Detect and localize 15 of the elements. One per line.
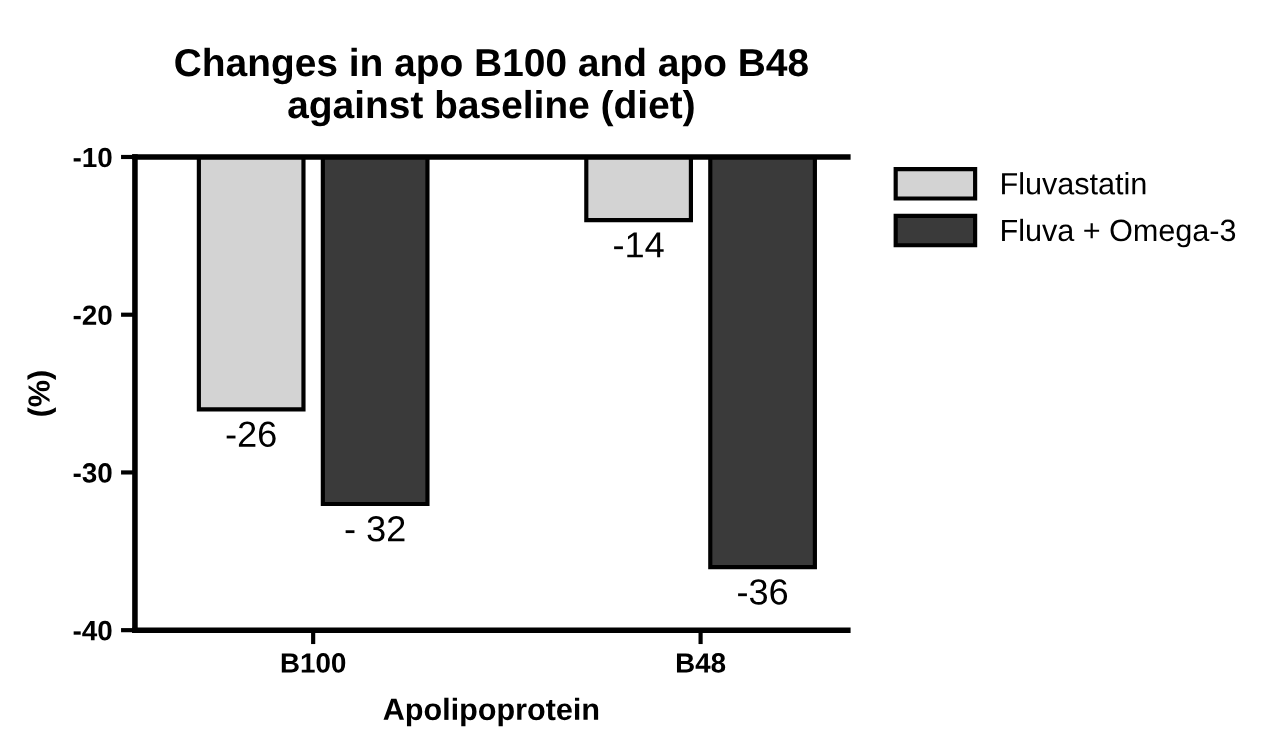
legend-label: Fluva + Omega-3	[1002, 218, 1236, 248]
y-axis-title: (%)	[27, 371, 56, 416]
data-label: -14	[614, 232, 664, 258]
chart-title: Changes in apo B100 and apo B48 against baseline (diet)	[175, 47, 808, 127]
x-tick-label: B48	[676, 653, 726, 673]
data-label: -26	[226, 421, 276, 447]
x-tick-label: B100	[281, 653, 346, 673]
x-axis-title: Apolipoprotein	[383, 697, 599, 727]
y-tick-label: -40	[73, 620, 112, 641]
y-tick-label: -10	[73, 147, 112, 168]
y-tick-label: -20	[73, 305, 112, 326]
legend-label: Fluvastatin	[1002, 172, 1146, 195]
data-label: -36	[738, 579, 788, 605]
y-tick-label: -30	[73, 463, 112, 483]
data-label: - 32	[345, 516, 405, 542]
